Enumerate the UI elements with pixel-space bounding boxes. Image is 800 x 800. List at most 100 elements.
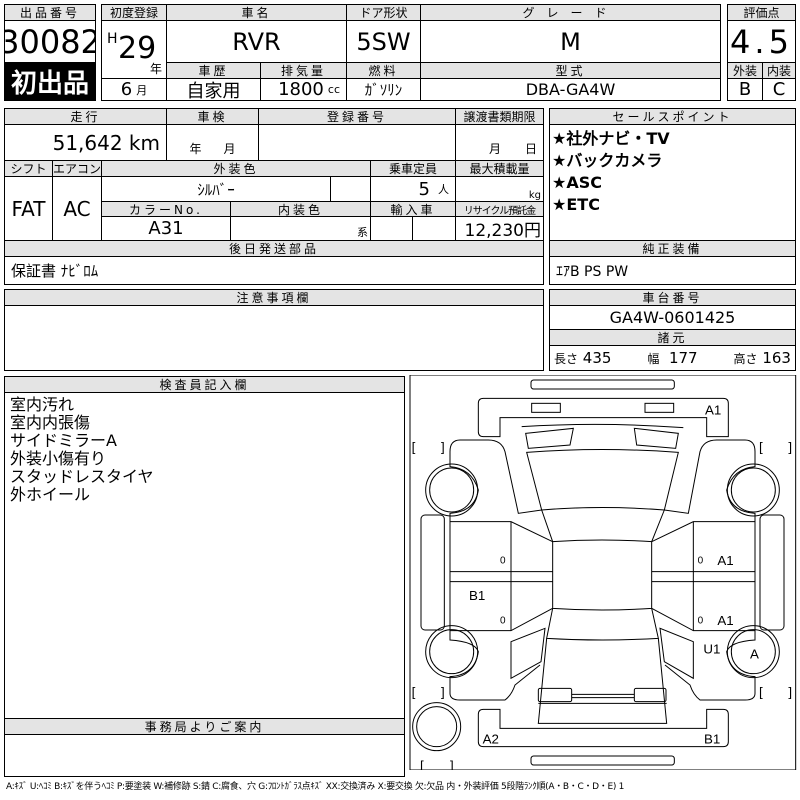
year-unit: 年	[149, 62, 162, 76]
damage-mark: A1	[717, 553, 733, 568]
svg-text:[: [	[759, 440, 763, 455]
tailgate-garnish	[571, 693, 635, 699]
interior-label: 内装	[762, 62, 796, 79]
fuel: ｶﾞｿﾘﾝ	[346, 78, 421, 101]
inspector-note: スタッドレスタイヤ	[10, 467, 154, 486]
taillight-left	[537, 687, 573, 703]
headlight-right	[644, 402, 675, 413]
shift: FAT	[4, 176, 53, 241]
reg-no	[258, 124, 456, 161]
transfer-date: 月日	[455, 124, 544, 161]
inspection-label: 車検	[166, 108, 259, 125]
rear-glass	[537, 638, 668, 724]
inspector-notes: 室内汚れ 室内内張傷 サイドミラーA 外装小傷有り スタッドレスタイヤ 外ホイー…	[6, 393, 158, 507]
notes-body	[4, 305, 544, 371]
interior-grade: C	[762, 78, 796, 101]
damage-mark: A1	[705, 402, 721, 417]
width-label: 幅	[647, 352, 660, 366]
reg-no-label: 登録番号	[258, 108, 456, 125]
wheel-front-right	[726, 463, 780, 517]
svg-text:[: [	[759, 685, 763, 700]
door-type: 5SW	[346, 20, 421, 63]
score: 4.5	[727, 20, 796, 63]
rear-roof	[546, 608, 659, 641]
inspector-note: 室内汚れ	[10, 395, 75, 414]
month-unit: 月	[136, 83, 148, 97]
damage-mark: A1	[717, 613, 733, 628]
sales-point: ★ETC	[552, 195, 600, 214]
sales-point: ★ASC	[552, 173, 602, 192]
model-label: 型式	[420, 62, 721, 79]
svg-text:]: ]	[788, 440, 792, 455]
first-reg-label: 初度登録	[101, 4, 167, 21]
headlight-left	[531, 402, 561, 413]
svg-text:]: ]	[788, 685, 792, 700]
model: DBA-GA4W	[420, 78, 721, 101]
recycle-label: リサイクル預託金	[455, 201, 544, 217]
displacement-value: 1800	[278, 79, 324, 100]
ext-color: ｼﾙﾊﾞｰ	[101, 176, 331, 202]
svg-text:]: ]	[441, 685, 445, 700]
right-body	[651, 439, 756, 701]
sales-points: ★社外ナビ・TV ★バックカメラ ★ASC ★ETC	[549, 124, 796, 241]
damage-mark: A	[750, 646, 759, 661]
damage-mark: U1	[703, 641, 720, 656]
inspection-year: 年	[189, 142, 202, 156]
roof	[552, 541, 653, 611]
displacement-unit: cc	[327, 83, 340, 96]
door-handle-mark: 0	[500, 615, 506, 626]
color-no: A31	[101, 216, 231, 241]
front-window-right	[633, 427, 679, 449]
door-handle-mark: 0	[698, 555, 704, 566]
right-rear-quarter	[659, 627, 694, 680]
door-handle-mark: 0	[698, 615, 704, 626]
cowl	[521, 423, 684, 429]
rear-bumper	[477, 708, 729, 748]
inspector-note: 室内内張傷	[10, 413, 91, 432]
office-body	[4, 734, 405, 777]
shift-label: シフト	[4, 160, 53, 177]
fuel-label: 燃料	[346, 62, 421, 79]
damage-mark: B1	[469, 588, 485, 603]
grade-label: グレード	[420, 4, 721, 21]
lot-number: 30082	[4, 20, 96, 63]
recycle-fee: 12,230円	[455, 216, 544, 241]
width: 177	[668, 349, 698, 367]
chassis-number: GA4W-0601425	[549, 305, 796, 330]
inspection-month: 月	[223, 142, 236, 156]
capacity-value: 5	[418, 178, 430, 200]
svg-text:[: [	[412, 685, 416, 700]
chassis-label: 車台番号	[549, 289, 796, 306]
history-label: 車歴	[166, 62, 261, 79]
svg-text:[: [	[420, 758, 424, 770]
month: 6	[120, 79, 133, 100]
sales-point: ★バックカメラ	[552, 151, 663, 170]
svg-text:[: [	[412, 440, 416, 455]
transfer-day: 日	[524, 142, 537, 156]
wheel-rear-right	[726, 625, 780, 679]
int-color-label: 内装色	[230, 201, 371, 217]
legend-footer: A:ｷｽﾞ U:ﾍｺﾐ B:ｷｽﾞを伴うﾍｺﾐ P:要塗装 W:補修跡 S:錆 …	[6, 782, 625, 792]
damage-mark: A2	[483, 731, 499, 746]
left-body	[449, 439, 553, 701]
later-parts: 保証書 ﾅﾋﾞﾛﾑ	[4, 256, 544, 285]
ac: AC	[52, 176, 102, 241]
import-value-2	[412, 216, 456, 241]
windshield	[526, 449, 679, 511]
inspector-note: 外装小傷有り	[10, 449, 107, 468]
length: 435	[582, 349, 612, 367]
wheel-front-left	[425, 463, 479, 517]
mileage: 51,642 km	[4, 124, 167, 161]
capacity-unit: 人	[438, 183, 449, 196]
ac-label: エアコン	[52, 160, 102, 177]
import-label: 輸入車	[370, 201, 456, 217]
inspection-date: 年月	[166, 124, 259, 161]
length-label: 長さ	[554, 352, 579, 366]
capacity-label: 乗車定員	[370, 160, 456, 177]
mileage-label: 走行	[4, 108, 167, 125]
inspector-note: サイドミラーA	[10, 431, 117, 450]
ext-color-label: 外装色	[101, 160, 371, 177]
sales-points-label: セールスポイント	[549, 108, 796, 125]
transfer-label: 譲渡書類期限	[455, 108, 544, 125]
first-listing-badge: 初出品	[4, 62, 96, 101]
